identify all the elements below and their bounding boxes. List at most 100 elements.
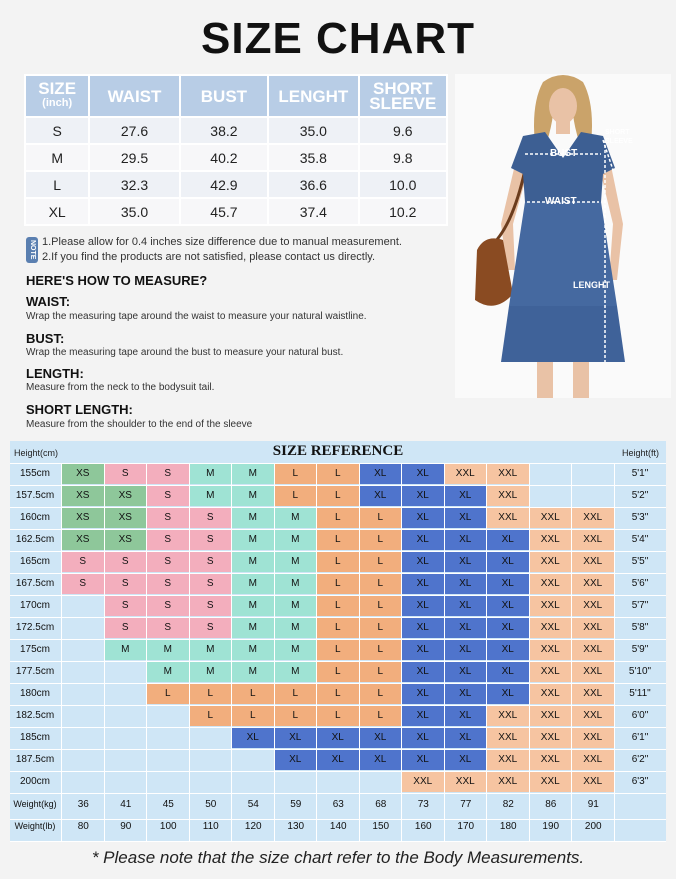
size-reference-cell	[147, 772, 189, 792]
grid-line	[61, 463, 62, 841]
size-reference-cell: S	[189, 596, 231, 616]
size-reference-cell	[62, 618, 104, 638]
size-reference-cell: XXL	[529, 684, 571, 704]
size-reference-cell: S	[104, 464, 146, 484]
size-reference-cell: S	[147, 618, 189, 638]
size-cell: 27.6	[88, 116, 181, 145]
grid-line	[273, 463, 275, 841]
size-reference-cell: XXL	[572, 750, 614, 770]
size-reference-cell: XL	[444, 596, 486, 616]
note-1: 1.Please allow for 0.4 inches size diffe…	[42, 236, 402, 248]
size-reference-cell: M	[104, 640, 146, 660]
size-cell: 9.6	[357, 116, 449, 145]
note-2: 2.If you find the products are not satis…	[42, 251, 376, 263]
size-reference-cell: S	[62, 552, 104, 572]
size-cell: 38.2	[178, 116, 270, 145]
size-reference-table: SIZE REFERENCE Height(cm) Height(ft) 155…	[10, 441, 666, 842]
height-cm-cell: 187.5cm	[15, 754, 55, 765]
grid-line	[10, 819, 666, 820]
size-reference-cell: L	[317, 574, 359, 594]
size-reference-cell	[147, 728, 189, 748]
height-ft-cell: 6'0"	[631, 710, 649, 721]
size-row: S 27.6 38.2 35.0 9.6	[23, 116, 449, 145]
waist-label: WAIST	[545, 196, 577, 207]
size-reference-cell: M	[232, 508, 274, 528]
grid-line	[10, 529, 666, 530]
size-reference-cell: S	[104, 552, 146, 572]
size-cell: 45.7	[178, 197, 270, 226]
height-cm-cell: 157.5cm	[15, 490, 55, 501]
sleeve-label: SHORT SLEEVE	[605, 129, 633, 145]
size-reference-cell: XXL	[529, 574, 571, 594]
height-ft-cell: 5'10"	[628, 666, 652, 677]
size-reference-cell: M	[147, 662, 189, 682]
size-reference-cell: XXL	[529, 552, 571, 572]
size-reference-cell: L	[317, 618, 359, 638]
size-reference-cell	[105, 684, 147, 704]
grid-line	[486, 463, 487, 841]
size-reference-cell: L	[359, 640, 401, 660]
size-reference-cell: M	[189, 464, 231, 484]
header-size: SIZE (inch)	[23, 74, 91, 118]
height-ft-cell: 6'3"	[631, 776, 649, 787]
size-reference-cell	[62, 728, 104, 748]
reference-title: SIZE REFERENCE	[272, 443, 404, 459]
size-reference-cell: M	[189, 486, 231, 506]
size-reference-cell: S	[147, 574, 189, 594]
grid-line	[10, 639, 666, 640]
grid-line	[10, 463, 666, 464]
size-cell: 10.2	[357, 197, 449, 226]
grid-line	[10, 551, 666, 552]
height-cm-cell: 165cm	[19, 556, 50, 567]
grid-line	[358, 463, 360, 841]
size-reference-cell	[105, 750, 147, 770]
size-reference-cell: M	[274, 552, 316, 572]
weight-kg-cell: 50	[205, 799, 217, 810]
size-reference-cell: XL	[274, 728, 316, 748]
size-reference-cell	[62, 772, 104, 792]
size-reference-cell: XXL	[487, 772, 529, 792]
length-label: LENGHT	[573, 280, 610, 290]
size-reference-cell: L	[189, 706, 231, 726]
size-reference-cell: XXL	[529, 530, 571, 550]
size-reference-cell: XXL	[529, 596, 571, 616]
size-reference-cell: S	[104, 618, 146, 638]
size-reference-cell: XS	[62, 464, 104, 484]
grid-line	[231, 463, 232, 841]
grid-line	[10, 617, 666, 618]
grid-line	[10, 485, 666, 486]
size-reference-cell: S	[189, 530, 231, 550]
size-reference-cell: XXL	[572, 508, 614, 528]
size-reference-cell: XXL	[572, 574, 614, 594]
grid-line	[10, 727, 666, 728]
weight-lb-cell: 160	[414, 821, 432, 832]
size-reference-cell: XL	[487, 684, 529, 704]
grid-line	[10, 683, 666, 684]
weight-kg-cell: 63	[332, 799, 344, 810]
header-short-sleeve: SHORT SLEEVE	[357, 74, 449, 118]
size-reference-cell	[105, 728, 147, 748]
size-reference-cell	[190, 728, 232, 748]
grid-line	[188, 463, 190, 841]
size-reference-cell: M	[274, 618, 316, 638]
size-reference-cell	[317, 772, 359, 792]
size-reference-cell: S	[189, 552, 231, 572]
weight-kg-label: Weight(kg)	[13, 799, 57, 809]
size-reference-cell: M	[232, 464, 274, 484]
size-reference-cell: XXL	[572, 684, 614, 704]
size-cell: XL	[23, 197, 91, 226]
size-reference-cell: XXL	[572, 772, 614, 792]
size-row: M 29.5 40.2 35.8 9.8	[23, 143, 449, 172]
size-reference-cell: XXL	[444, 772, 486, 792]
size-reference-cell: L	[317, 508, 359, 528]
size-reference-cell: XL	[444, 662, 486, 682]
size-reference-cell: XL	[402, 464, 444, 484]
weight-kg-cell: 73	[417, 799, 429, 810]
size-reference-cell: XXL	[529, 772, 571, 792]
size-cell: 40.2	[178, 143, 270, 172]
size-reference-cell: M	[274, 508, 316, 528]
size-reference-cell: XL	[402, 728, 444, 748]
size-reference-cell: XL	[359, 750, 401, 770]
size-reference-cell: XL	[487, 530, 529, 550]
size-reference-cell	[147, 750, 189, 770]
